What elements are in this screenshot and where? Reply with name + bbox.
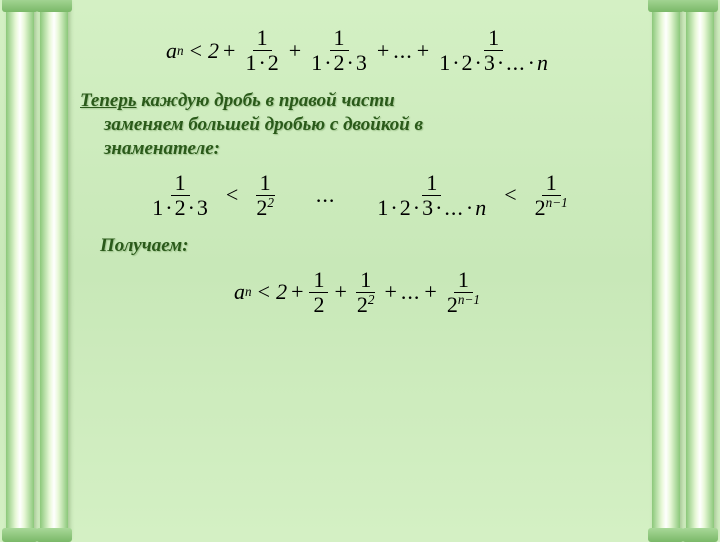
p1-line3: знаменателе: (80, 137, 640, 161)
formula-3: an < 2 + 1 2 + 1 22 + ... + 1 2n−1 (80, 268, 640, 317)
f1-last-den: 1·2·3·...·n (435, 51, 552, 75)
f3last-den: 2n−1 (443, 293, 484, 317)
p1-rest-line1: каждую дробь в правой части (137, 90, 395, 111)
f2-right-fracR: 1 2n−1 (531, 171, 572, 220)
f1-lhs-var: a (166, 38, 177, 64)
p2-text: Получаем: (100, 235, 189, 256)
slide-content: an < 2 + 1 1·2 + 1 1·2·3 + ... + 1 1·2·3… (80, 20, 640, 520)
f1-lead: 2 (208, 38, 219, 64)
f3-lhs-sub: n (245, 284, 252, 300)
f3t1-num: 1 (309, 268, 328, 293)
f2-right-rel: < (504, 182, 516, 208)
plus-icon: + (424, 279, 436, 305)
f3-term-1: 1 2 (309, 268, 328, 317)
f3t1-den: 2 (309, 293, 328, 317)
f2rl-den: 1·2·3·...·n (373, 196, 490, 220)
formula-1: an < 2 + 1 1·2 + 1 1·2·3 + ... + 1 1·2·3… (80, 26, 640, 75)
plus-icon: + (291, 279, 303, 305)
f2-right-fracL: 1 1·2·3·...·n (373, 171, 490, 220)
f2rr-num: 1 (542, 171, 561, 196)
f2-left-rel: < (226, 182, 238, 208)
f1-rel: < (190, 38, 202, 64)
p1-first-word: Теперь (80, 90, 137, 111)
p1-line2: заменяем большей дробью с двойкой в (80, 113, 640, 137)
f2l-den: 1·2·3 (148, 196, 212, 220)
f2l-num: 1 (171, 171, 190, 196)
f1-t2-den: 1·2·3 (307, 51, 371, 75)
f3-dots: ... (401, 279, 421, 305)
decor-column-right-1 (652, 0, 680, 540)
f2rl-num: 1 (422, 171, 441, 196)
f1-term-1: 1 1·2 (241, 26, 282, 75)
f3last-num: 1 (454, 268, 473, 293)
f1-dots: ... (393, 38, 413, 64)
paragraph-2: Получаем: (100, 234, 640, 258)
f1-t1-den: 1·2 (241, 51, 282, 75)
f2-mid-dots: ... (316, 182, 336, 208)
plus-icon: + (385, 279, 397, 305)
f2lr-num: 1 (256, 171, 275, 196)
f2lr-den: 22 (252, 196, 278, 220)
f3-rel: < (258, 279, 270, 305)
plus-icon: + (289, 38, 301, 64)
f1-term-2: 1 1·2·3 (307, 26, 371, 75)
f3-lead: 2 (276, 279, 287, 305)
f1-lhs-sub: n (177, 43, 184, 59)
f3-term-2: 1 22 (353, 268, 379, 317)
plus-icon: + (377, 38, 389, 64)
paragraph-1: Теперь каждую дробь в правой части замен… (80, 89, 640, 160)
f3t2-num: 1 (356, 268, 375, 293)
decor-column-left-1 (6, 0, 34, 540)
plus-icon: + (223, 38, 235, 64)
f3-lhs-var: a (234, 279, 245, 305)
formula-2: 1 1·2·3 < 1 22 ... 1 1·2·3·...·n < 1 2n−… (80, 171, 640, 220)
plus-icon: + (334, 279, 346, 305)
plus-icon: + (417, 38, 429, 64)
f3-last-term: 1 2n−1 (443, 268, 484, 317)
f1-last-term: 1 1·2·3·...·n (435, 26, 552, 75)
decor-column-left-2 (40, 0, 68, 540)
f2-left-fracL: 1 1·2·3 (148, 171, 212, 220)
f2-left-fracR: 1 22 (252, 171, 278, 220)
f3t2-den: 22 (353, 293, 379, 317)
f1-last-num: 1 (484, 26, 503, 51)
f1-t2-num: 1 (330, 26, 349, 51)
f1-t1-num: 1 (253, 26, 272, 51)
f2rr-den: 2n−1 (531, 196, 572, 220)
decor-column-right-2 (686, 0, 714, 540)
